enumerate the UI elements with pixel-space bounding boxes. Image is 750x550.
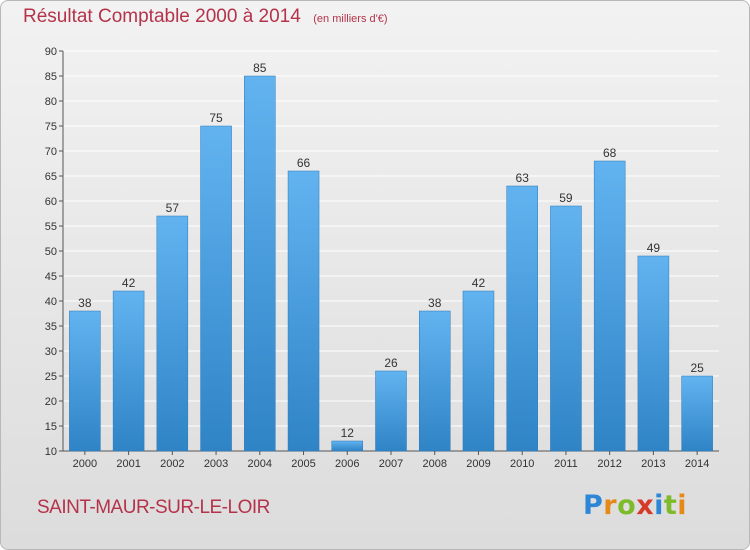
bar-2012 (593, 160, 626, 452)
y-tick-label: 45 (45, 271, 57, 283)
bar-2009 (462, 290, 495, 452)
x-tick-label-2007: 2007 (379, 458, 403, 470)
data-label-2001: 42 (122, 276, 136, 290)
x-tick-label-2010: 2010 (510, 458, 534, 470)
logo-letter: x (636, 490, 655, 521)
y-tick-label: 40 (45, 296, 57, 308)
logo-letter: i (654, 490, 664, 521)
y-tick-label: 55 (45, 221, 57, 233)
y-tick-label: 30 (45, 346, 57, 358)
data-label-2009: 42 (472, 276, 486, 290)
x-tick-label-2001: 2001 (116, 458, 140, 470)
x-tick-label-2014: 2014 (685, 458, 709, 470)
x-tick-label-2000: 2000 (73, 458, 97, 470)
x-tick-label-2008: 2008 (422, 458, 446, 470)
data-label-2008: 38 (428, 296, 442, 310)
bar-2004 (244, 75, 276, 452)
y-tick-label: 35 (45, 321, 57, 333)
bar-2003 (200, 125, 232, 452)
bar-2006 (331, 440, 364, 452)
x-tick-label-2005: 2005 (291, 458, 315, 470)
data-label-2000: 38 (78, 296, 92, 310)
bar-2010 (506, 185, 538, 452)
chart-title: Résultat Comptable 2000 à 2014 (en milli… (23, 6, 388, 28)
y-tick-label: 70 (45, 146, 57, 158)
x-tick-label-2012: 2012 (597, 458, 621, 470)
data-label-2007: 26 (384, 356, 398, 370)
data-label-2004: 85 (253, 61, 267, 75)
logo-letter: t (663, 490, 678, 521)
data-label-2010: 63 (516, 171, 530, 185)
x-tick-label-2002: 2002 (160, 458, 184, 470)
bar-2000 (69, 310, 101, 452)
y-tick-label: 60 (45, 196, 57, 208)
data-label-2006: 12 (341, 426, 355, 440)
data-label-2002: 57 (166, 201, 180, 215)
data-label-2005: 66 (297, 156, 311, 170)
x-tick-label-2011: 2011 (554, 458, 578, 470)
bar-2005 (287, 170, 320, 452)
bar-2011 (550, 205, 582, 452)
logo-letter: r (603, 490, 618, 521)
bar-2001 (112, 290, 145, 452)
chart-title-text: Résultat Comptable 2000 à 2014 (23, 6, 301, 27)
bar-2013 (637, 255, 670, 452)
y-tick-label: 25 (45, 371, 57, 383)
y-tick-label: 65 (45, 171, 57, 183)
bar-2008 (418, 310, 451, 452)
y-tick-label: 90 (45, 46, 57, 58)
y-tick-label: 15 (45, 421, 57, 433)
proxiti-logo: Proxiti (583, 490, 687, 521)
bar-2014 (681, 375, 713, 452)
y-tick-label: 75 (45, 121, 57, 133)
data-label-2003: 75 (209, 111, 223, 125)
x-tick-label-2013: 2013 (641, 458, 665, 470)
y-tick-label: 20 (45, 396, 57, 408)
logo-letter: i (677, 490, 688, 521)
x-tick-label-2004: 2004 (248, 458, 272, 470)
y-tick-label: 80 (45, 96, 57, 108)
x-tick-label-2006: 2006 (335, 458, 359, 470)
x-tick-label-2009: 2009 (466, 458, 490, 470)
bar-2002 (156, 215, 189, 452)
bar-2007 (375, 370, 407, 452)
y-tick-label: 85 (45, 71, 57, 83)
data-label-2012: 68 (603, 146, 617, 160)
y-tick-label: 10 (45, 446, 57, 458)
chart-subtitle: (en milliers d'€) (313, 13, 388, 25)
commune-name: SAINT-MAUR-SUR-LE-LOIR (37, 497, 270, 518)
logo-letter: P (583, 490, 604, 521)
logo-letter: o (617, 490, 637, 521)
data-label-2011: 59 (559, 191, 573, 205)
data-label-2013: 49 (647, 241, 661, 255)
x-tick-label-2003: 2003 (204, 458, 228, 470)
data-label-2014: 25 (690, 361, 704, 375)
y-tick-label: 50 (45, 246, 57, 258)
